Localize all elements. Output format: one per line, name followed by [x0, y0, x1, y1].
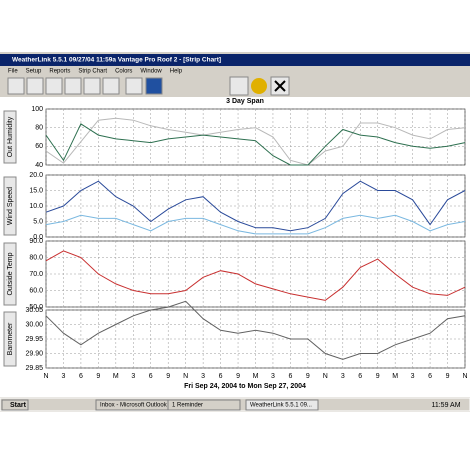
data-line: [45, 180, 466, 232]
axis-label-box: [3, 242, 17, 306]
y-tick-label: 29.95: [25, 336, 43, 343]
close-icon: [274, 80, 286, 92]
x-tick-label: N: [183, 373, 188, 380]
y-tick-label: 30.05: [25, 307, 43, 314]
y-tick-label: 60: [35, 143, 43, 150]
taskbar-item: WeatherLink 5.5.1 09...: [250, 403, 312, 409]
tool-button[interactable]: [45, 77, 63, 95]
y-tick-label: 15.0: [29, 187, 43, 194]
tool-button[interactable]: [83, 77, 101, 95]
x-tick-label: 6: [79, 373, 83, 380]
axis-label-box: [3, 110, 17, 164]
start-button[interactable]: [1, 399, 29, 411]
axis-label-box: [3, 176, 17, 236]
data-line: [45, 250, 466, 301]
x-tick-label: 9: [166, 373, 170, 380]
y-tick-label: 100: [31, 106, 43, 113]
x-tick-label: N: [462, 373, 467, 380]
taskbar-item: 1 Reminder: [172, 403, 203, 409]
x-tick-label: 9: [446, 373, 450, 380]
window-title: WeatherLink 5.5.1 09/27/04 11:59a Vantag…: [12, 57, 221, 64]
x-tick-label: 9: [96, 373, 100, 380]
y-axis-label: Wind Speed: [7, 187, 14, 225]
menu-item[interactable]: Colors: [115, 69, 132, 75]
date-range: Fri Sep 24, 2004 to Mon Sep 27, 2004: [184, 383, 306, 390]
menu-item[interactable]: Window: [140, 69, 162, 75]
taskbar-item: Inbox - Microsoft Outlook: [100, 403, 168, 409]
x-tick-label: 6: [288, 373, 292, 380]
toolbar: [7, 76, 290, 96]
tool-button[interactable]: [145, 77, 163, 95]
y-tick-label: 80: [35, 125, 43, 132]
chart-title: 3 Day Span: [226, 98, 264, 105]
x-tick-label: 9: [306, 373, 310, 380]
x-tick-label: 3: [131, 373, 135, 380]
tool-button[interactable]: [26, 77, 44, 95]
y-axis-label: Out Humidity: [7, 116, 14, 157]
taskbar-button[interactable]: [167, 399, 241, 411]
menu-item[interactable]: Strip Chart: [78, 69, 107, 75]
y-axis-label: Outside Temp: [7, 252, 14, 295]
tool-button[interactable]: [64, 77, 82, 95]
x-tick-label: N: [43, 373, 48, 380]
taskbar-button[interactable]: [245, 399, 319, 411]
x-tick-label: 6: [358, 373, 362, 380]
x-tick-label: 3: [62, 373, 66, 380]
menu-item[interactable]: Setup: [26, 69, 42, 75]
x-tick-label: 3: [341, 373, 345, 380]
x-tick-label: 9: [376, 373, 380, 380]
x-tick-label: 3: [201, 373, 205, 380]
axis-label-box: [3, 311, 17, 367]
y-tick-label: 60.0: [29, 287, 43, 294]
y-tick-label: 5.0: [33, 218, 43, 225]
help-button[interactable]: [251, 78, 267, 94]
start-label: Start: [10, 402, 27, 409]
x-tick-label: 3: [411, 373, 415, 380]
clock: 11:59 AM: [431, 402, 460, 409]
x-tick-label: M: [113, 373, 119, 380]
y-tick-label: 29.90: [25, 350, 43, 357]
y-tick-label: 0.0: [33, 234, 43, 241]
x-tick-label: 6: [219, 373, 223, 380]
data-line: [45, 300, 466, 360]
y-tick-label: 50.0: [29, 304, 43, 311]
tool-button[interactable]: [102, 77, 120, 95]
y-tick-label: 80.0: [29, 254, 43, 261]
y-tick-label: 20.0: [29, 172, 43, 179]
title-bar: [0, 54, 470, 66]
x-tick-label: M: [392, 373, 398, 380]
x-tick-label: M: [253, 373, 259, 380]
y-tick-label: 29.85: [25, 365, 43, 372]
data-line: [45, 117, 466, 166]
x-tick-label: 9: [236, 373, 240, 380]
y-tick-label: 10.0: [29, 203, 43, 210]
y-tick-label: 40: [35, 162, 43, 169]
x-tick-label: 6: [428, 373, 432, 380]
tool-button[interactable]: [7, 77, 25, 95]
menu-item[interactable]: File: [8, 69, 18, 75]
print-button[interactable]: [229, 76, 249, 96]
x-tick-label: N: [323, 373, 328, 380]
menu-item[interactable]: Help: [170, 69, 183, 75]
y-tick-label: 70.0: [29, 271, 43, 278]
y-tick-label: 30.00: [25, 321, 43, 328]
data-line: [45, 214, 466, 235]
tool-button[interactable]: [125, 77, 143, 95]
x-tick-label: 6: [149, 373, 153, 380]
y-axis-label: Barometer: [7, 322, 14, 355]
menu-item[interactable]: Reports: [49, 69, 70, 75]
y-tick-label: 90.0: [29, 238, 43, 245]
data-line: [45, 123, 466, 166]
x-tick-label: 3: [271, 373, 275, 380]
